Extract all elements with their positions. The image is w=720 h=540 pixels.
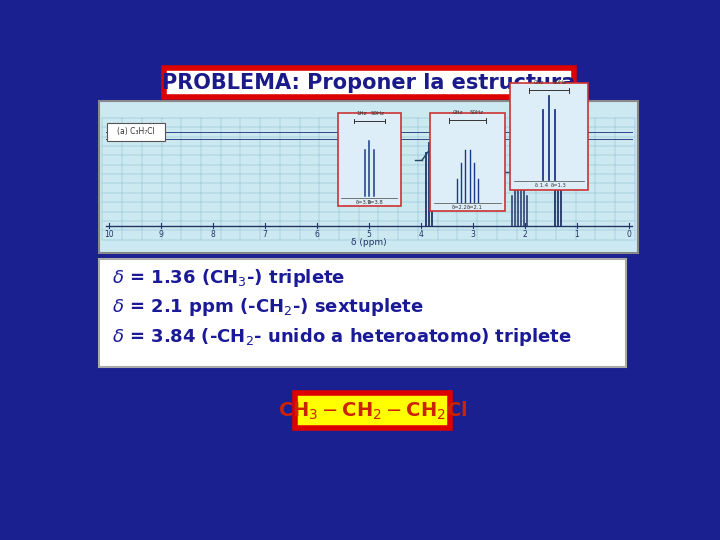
Text: 1Hz: 1Hz [356, 111, 367, 116]
Text: 5: 5 [366, 230, 371, 239]
Text: δ=3.9: δ=3.9 [355, 200, 371, 205]
Text: CH$_3-$CH$_2-$CH$_2$Cl: CH$_3-$CH$_2-$CH$_2$Cl [278, 400, 467, 422]
Bar [163, 68, 575, 97]
Bar [107, 123, 165, 141]
Text: 50Hz: 50Hz [469, 110, 484, 115]
Bar [99, 101, 638, 253]
Text: (a) C₃H₇Cl: (a) C₃H₇Cl [117, 127, 155, 136]
Bar [99, 259, 626, 367]
Text: $\delta$ = 3.84 (-CH$_2$- unido a heteroatomo) triplete: $\delta$ = 3.84 (-CH$_2$- unido a hetero… [112, 326, 572, 348]
Text: 50Hz: 50Hz [370, 111, 384, 116]
Text: 6: 6 [314, 230, 319, 239]
Text: 10: 10 [104, 230, 114, 239]
Text: 2: 2 [522, 230, 527, 239]
Text: 3: 3 [470, 230, 475, 239]
Bar [338, 113, 401, 206]
Text: 7: 7 [262, 230, 267, 239]
Text: δ 1.4: δ 1.4 [535, 183, 548, 187]
Bar [295, 393, 451, 428]
Text: 0Hz: 0Hz [534, 80, 544, 85]
Text: 8: 8 [210, 230, 215, 239]
Text: δ=2.2: δ=2.2 [451, 205, 467, 210]
Text: 9: 9 [158, 230, 163, 239]
Text: $\delta$ = 2.1 ppm (-CH$_2$-) sextuplete: $\delta$ = 2.1 ppm (-CH$_2$-) sextuplete [112, 295, 423, 318]
Text: 0Hz: 0Hz [453, 110, 464, 115]
Bar [510, 83, 588, 190]
Text: 1: 1 [575, 230, 579, 239]
Text: δ=2.1: δ=2.1 [467, 205, 483, 210]
Bar [431, 112, 505, 211]
Text: δ=3.8: δ=3.8 [368, 200, 384, 205]
Text: 50Hz: 50Hz [552, 80, 566, 85]
Text: 0: 0 [626, 230, 631, 239]
Text: 4: 4 [418, 230, 423, 239]
Text: δ (ppm): δ (ppm) [351, 238, 387, 247]
Text: δ=1.3: δ=1.3 [551, 183, 566, 187]
Text: $\delta$ = 1.36 (CH$_3$-) triplete: $\delta$ = 1.36 (CH$_3$-) triplete [112, 267, 345, 289]
Text: PROBLEMA: Proponer la estructura: PROBLEMA: Proponer la estructura [163, 72, 575, 92]
